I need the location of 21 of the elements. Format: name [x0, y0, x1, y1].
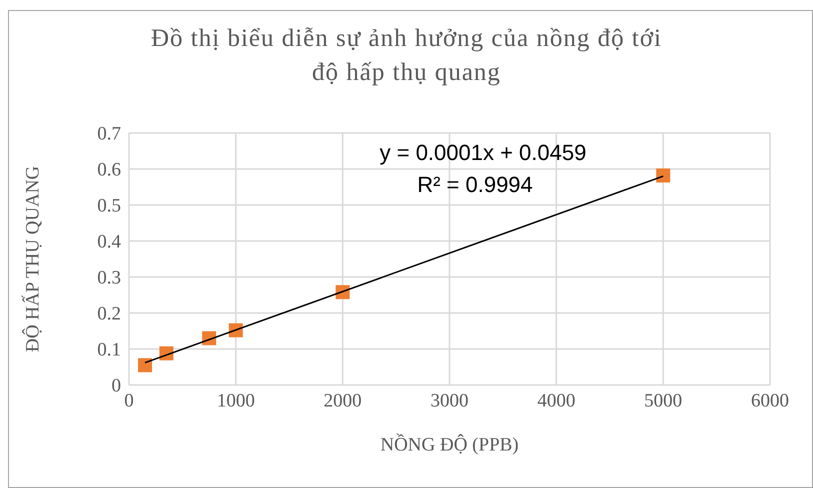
y-tick-label: 0.3 [97, 268, 121, 289]
annotation: y = 0.0001x + 0.0459 [378, 140, 588, 166]
x-axis-title: NỒNG ĐỘ (PPB) [380, 433, 519, 456]
annotation: R² = 0.9994 [416, 172, 534, 198]
x-tick-label: 3000 [430, 390, 468, 412]
x-tick-label: 4000 [537, 390, 576, 412]
x-tick-label: 2000 [324, 390, 362, 412]
point [656, 168, 670, 182]
y-tick-label: 0.4 [97, 232, 122, 253]
y-tick-label: 0 [112, 376, 121, 397]
point [138, 358, 152, 372]
y-tick-label: 0.5 [97, 196, 121, 217]
x-tick-label: 1000 [216, 390, 255, 412]
y-tick-label: 0.2 [97, 304, 121, 325]
x-tick-label: 5000 [644, 390, 682, 412]
y-tick-label: 0.1 [97, 340, 121, 361]
chart-title: Đồ thị biểu diễn sự ảnh hưởng của nồng độ tới độ hấp thụ quang [150, 24, 663, 88]
y-tick-label: 0.7 [97, 124, 121, 145]
y-axis-title: ĐỘ HẤP THỤ QUANG [22, 166, 44, 352]
y-tick-label: 0.6 [97, 160, 121, 181]
x-tick-label: 6000 [751, 390, 789, 412]
